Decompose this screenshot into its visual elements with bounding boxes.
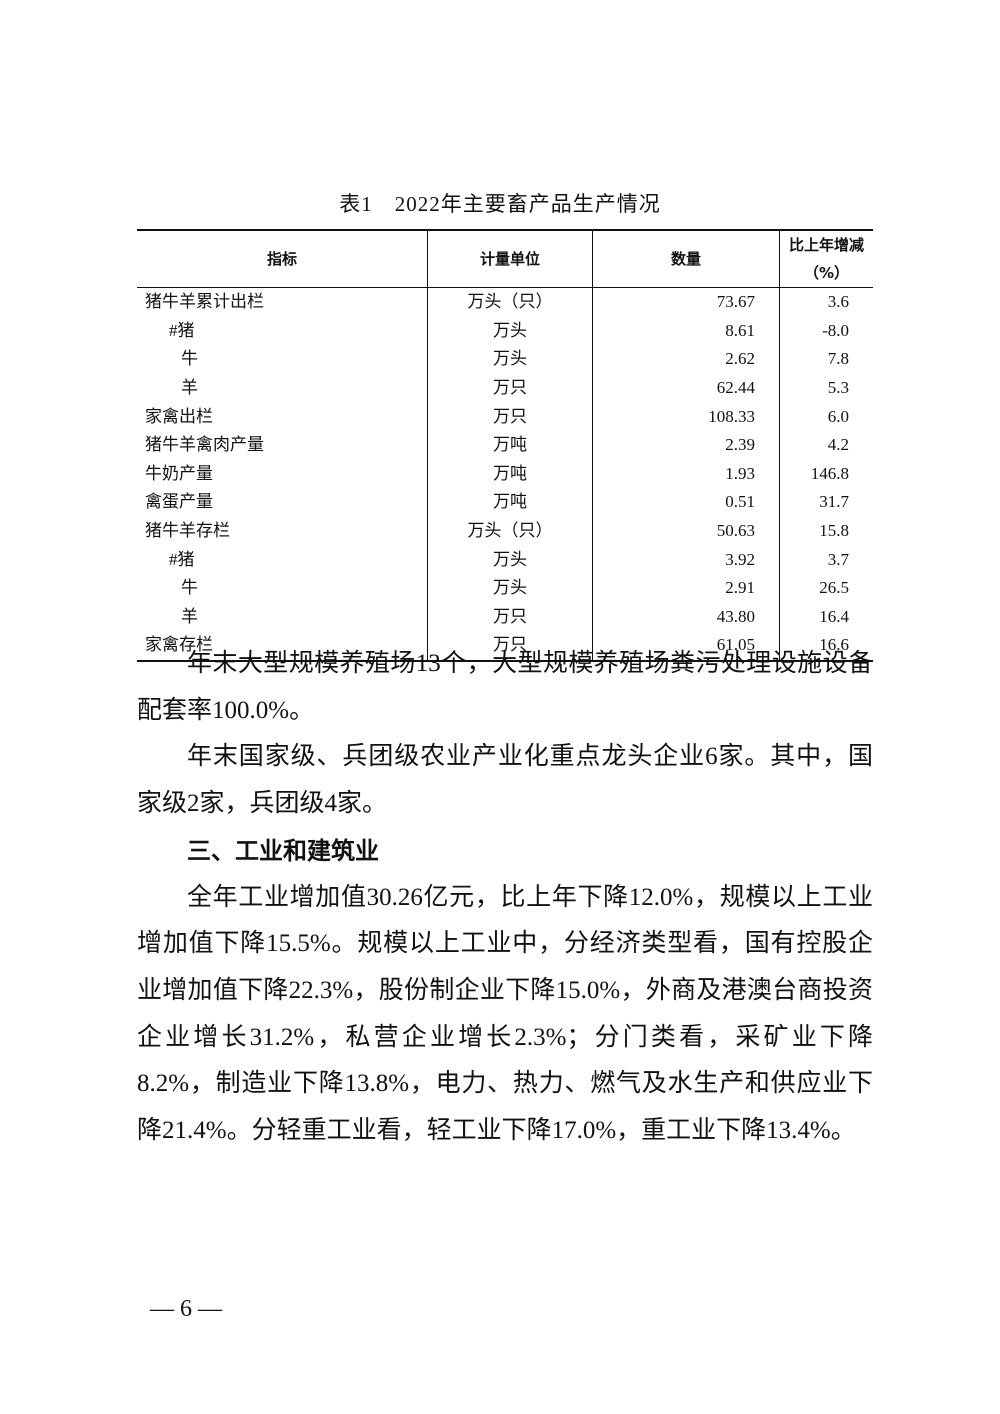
cell-value: 2.39 [592, 430, 780, 460]
cell-change: -8.0 [779, 316, 873, 346]
cell-indicator: 牛奶产量 [145, 463, 213, 483]
cell-value: 2.91 [592, 573, 780, 603]
cell-indicator: #猪 [169, 549, 195, 569]
cell-change: 16.4 [779, 602, 873, 632]
cell-change: 16.6 [779, 631, 873, 662]
column-header-unit: 计量单位 [427, 230, 593, 288]
cell-unit: 万吨 [427, 488, 593, 517]
cell-indicator: 牛 [181, 349, 198, 369]
cell-value: 43.80 [592, 602, 780, 632]
cell-change: 4.2 [779, 430, 873, 460]
cell-unit: 万只 [427, 402, 593, 431]
cell-unit: 万头 [427, 316, 593, 346]
cell-value: 1.93 [592, 459, 780, 489]
cell-indicator: 家禽出栏 [145, 406, 213, 426]
cell-unit: 万只 [427, 602, 593, 632]
cell-change: 3.7 [779, 545, 873, 574]
cell-change: 146.8 [779, 459, 873, 489]
table-title: 表1 2022年主要畜产品生产情况 [339, 192, 661, 216]
table-row: 家禽存栏 万只 61.05 16.6 [137, 631, 873, 662]
cell-indicator: #猪 [169, 320, 195, 340]
cell-indicator: 牛 [181, 578, 198, 598]
cell-value: 62.44 [592, 373, 780, 403]
cell-unit: 万头 [427, 545, 593, 574]
section-heading: 三、工业和建筑业 [187, 836, 379, 865]
cell-value: 50.63 [592, 516, 780, 546]
table-row: 牛 万头 2.91 26.5 [137, 573, 873, 603]
column-header-change: 比上年增减（%） [779, 230, 873, 288]
table-row: 羊 万只 43.80 16.4 [137, 602, 873, 632]
cell-change: 7.8 [779, 345, 873, 374]
cell-value: 73.67 [592, 287, 780, 317]
cell-unit: 万头（只） [427, 287, 593, 317]
cell-unit: 万只 [427, 373, 593, 403]
table-row: #猪 万头 3.92 3.7 [137, 545, 873, 574]
cell-unit: 万头 [427, 345, 593, 374]
cell-unit: 万吨 [427, 430, 593, 460]
cell-change: 3.6 [779, 287, 873, 317]
table-row: #猪 万头 8.61 -8.0 [137, 316, 873, 346]
cell-indicator: 猪牛羊存栏 [145, 521, 230, 541]
table-row: 牛奶产量 万吨 1.93 146.8 [137, 459, 873, 489]
cell-change: 6.0 [779, 402, 873, 431]
cell-value: 8.61 [592, 316, 780, 346]
cell-value: 3.92 [592, 545, 780, 574]
cell-indicator: 羊 [181, 606, 198, 626]
table-row: 禽蛋产量 万吨 0.51 31.7 [137, 488, 873, 517]
cell-unit: 万吨 [427, 459, 593, 489]
cell-indicator: 猪牛羊禽肉产量 [145, 435, 264, 455]
table-row: 猪牛羊禽肉产量 万吨 2.39 4.2 [137, 430, 873, 460]
cell-value: 61.05 [592, 631, 780, 662]
cell-unit: 万头 [427, 573, 593, 603]
paragraph-farms: 年末大型规模养殖场13个，大型规模养殖场粪污处理设施设备配套率100.0%。 [137, 650, 873, 724]
cell-change: 26.5 [779, 573, 873, 603]
cell-change: 15.8 [779, 516, 873, 546]
table-row: 猪牛羊累计出栏 万头（只） 73.67 3.6 [137, 287, 873, 317]
column-header-indicator: 指标 [266, 250, 297, 268]
table-row: 牛 万头 2.62 7.8 [137, 345, 873, 374]
cell-value: 108.33 [592, 402, 780, 431]
cell-change: 5.3 [779, 373, 873, 403]
body-text: 年末大型规模养殖场13个，大型规模养殖场粪污处理设施设备配套率100.0%。 年… [137, 641, 873, 1155]
column-header-value: 数量 [592, 230, 780, 288]
cell-value: 2.62 [592, 345, 780, 374]
page-number: — 6 — [150, 1296, 222, 1322]
cell-indicator: 猪牛羊累计出栏 [145, 292, 264, 312]
table-row: 家禽出栏 万只 108.33 6.0 [137, 402, 873, 431]
livestock-production-table: 指标 计量单位 数量 比上年增减（%） 猪牛羊累计出栏 万头（只） 73.67 3.6… [137, 229, 873, 662]
table-row: 猪牛羊存栏 万头（只） 50.63 15.8 [137, 516, 873, 546]
cell-indicator: 羊 [181, 378, 198, 398]
cell-unit: 万只 [427, 631, 593, 662]
cell-change: 31.7 [779, 488, 873, 517]
paragraph-industry: 全年工业增加值30.26亿元，比上年下降12.0%，规模以上工业增加值下降15.… [137, 883, 873, 1145]
table-row: 羊 万只 62.44 5.3 [137, 373, 873, 403]
paragraph-enterprises: 年末国家级、兵团级农业产业化重点龙头企业6家。其中，国家级2家，兵团级4家。 [137, 743, 873, 818]
cell-unit: 万头（只） [427, 516, 593, 546]
table-header-row: 指标 计量单位 数量 比上年增减（%） [137, 230, 873, 288]
cell-indicator: 禽蛋产量 [145, 492, 213, 512]
cell-value: 0.51 [592, 488, 780, 517]
cell-indicator: 家禽存栏 [137, 631, 428, 662]
